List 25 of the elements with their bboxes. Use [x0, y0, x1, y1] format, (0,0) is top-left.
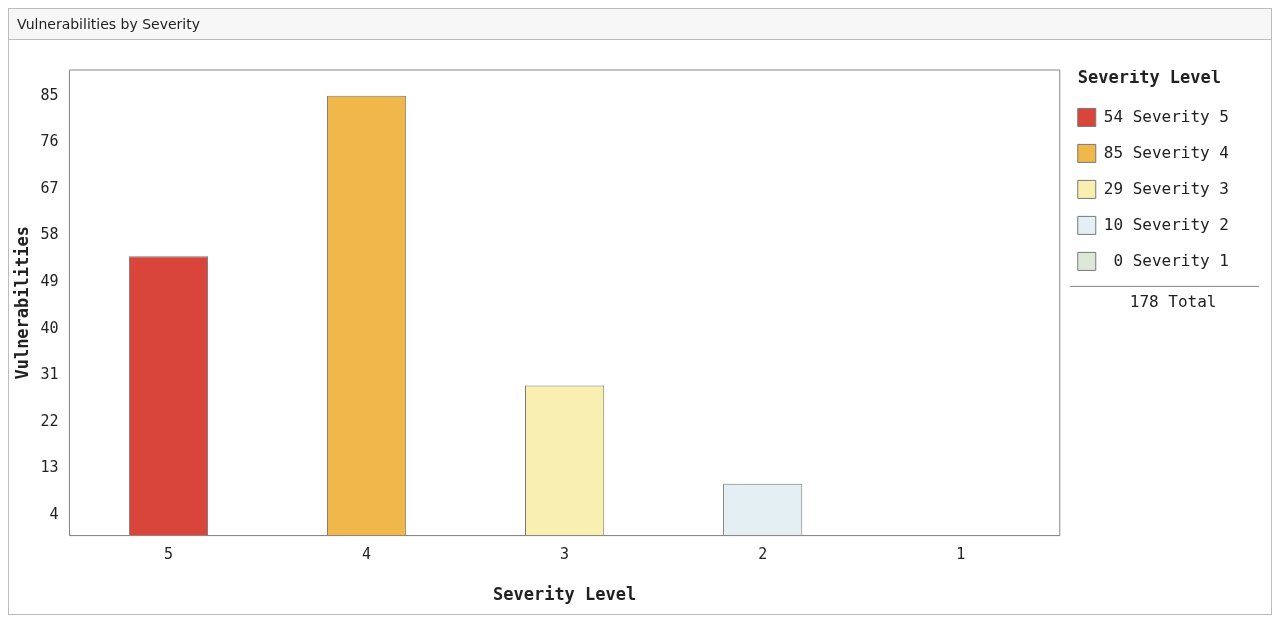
x-tick-label: 3 [560, 545, 570, 564]
y-tick-label: 67 [40, 178, 59, 197]
y-tick-label: 58 [40, 225, 59, 244]
legend-title: Severity Level [1077, 66, 1222, 87]
x-axis-title: Severity Level [492, 584, 637, 605]
x-tick-label: 5 [163, 545, 174, 564]
y-tick-label: 49 [40, 272, 59, 290]
chart-title: Vulnerabilities by Severity [9, 9, 1271, 40]
x-tick-label: 2 [758, 545, 768, 564]
legend-label: 54 Severity 5 [1103, 106, 1230, 126]
legend-label: 85 Severity 4 [1103, 142, 1230, 162]
y-tick-label: 13 [40, 458, 59, 477]
legend-label: 0 Severity 1 [1103, 250, 1230, 270]
x-tick-label: 1 [956, 545, 966, 564]
y-tick-label: 40 [40, 318, 59, 337]
legend-label: 10 Severity 2 [1103, 214, 1230, 234]
x-tick-label: 4 [362, 545, 372, 564]
y-tick-label: 85 [40, 85, 59, 104]
y-axis-title: Vulnerabilities [11, 226, 32, 380]
y-tick-label: 4 [49, 504, 59, 523]
y-tick-label: 22 [40, 411, 59, 430]
text: 178 Total [1129, 291, 1217, 311]
legend-label: 29 Severity 3 [1103, 178, 1230, 198]
y-tick-label: 76 [40, 132, 59, 151]
y-tick-label: 31 [40, 365, 59, 384]
